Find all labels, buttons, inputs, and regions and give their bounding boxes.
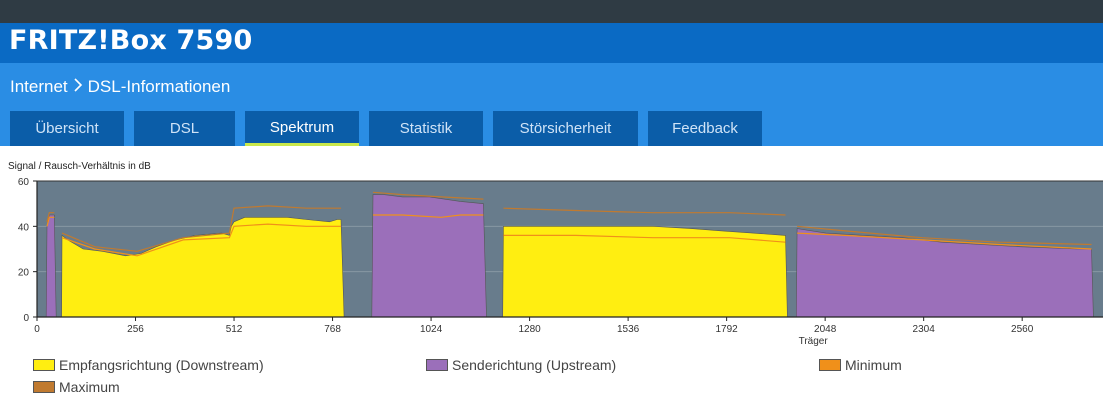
tab-stoersicherheit[interactable]: Störsicherheit [493,111,638,146]
x-tick-label: 0 [34,324,40,335]
min-max-lines [46,191,1092,257]
maximum-line [46,212,55,222]
x-axis-title: Träger [799,336,829,347]
minimum-line [46,216,55,227]
legend-label-upstream: Senderichtung (Upstream) [452,357,617,373]
top-bar [0,0,1103,23]
tab-dsl[interactable]: DSL [134,111,235,146]
x-tick-label: 512 [226,324,243,335]
x-tick-label: 1024 [420,324,443,335]
maximum-line [797,225,1092,246]
tab-uebersicht[interactable]: Übersicht [10,111,124,146]
legend-upstream: Senderichtung (Upstream) [426,357,616,373]
chevron-right-icon [74,77,83,97]
y-tick-label: 40 [18,222,30,233]
x-tick-label: 1280 [518,324,541,335]
product-title: FRITZ!Box 7590 [9,25,253,56]
legend-minimum: Minimum [819,357,902,373]
maximum-line [503,207,786,216]
minimum-line [61,223,341,257]
breadcrumb-page: DSL-Informationen [87,77,231,96]
y-tick-label: 20 [18,268,30,279]
series-area-upstream [371,194,487,318]
x-tick-label: 2048 [814,324,837,335]
series-area-upstream [45,214,57,318]
tab-statistik[interactable]: Statistik [369,111,483,146]
navigation-bar: Internet DSL-Informationen Übersicht DSL… [0,63,1103,146]
minimum-line [503,234,786,243]
x-tick-label: 1792 [716,324,739,335]
x-tick-label: 768 [324,324,341,335]
maximum-line [61,205,341,252]
legend-maximum: Maximum [33,379,120,395]
legend-label-maximum: Maximum [59,379,120,395]
x-tick-label: 2560 [1011,324,1034,335]
spectrum-chart-panel: Signal / Rausch-Verhältnis in dB 0 256 512… [0,146,1103,412]
y-axis-title: Signal / Rausch-Verhältnis in dB [8,161,151,172]
y-tick-label: 0 [23,313,29,324]
tab-spektrum[interactable]: Spektrum [245,111,359,146]
series-area-upstream [795,228,1094,318]
minimum-line [373,214,484,218]
legend-label-downstream: Empfangsrichtung (Downstream) [59,357,264,373]
x-tick-label: 1536 [617,324,640,335]
legend-label-minimum: Minimum [845,357,902,373]
series-area-downstream [502,226,788,318]
title-bar: FRITZ!Box 7590 [0,23,1103,63]
axes: 0 256 512 768 1024 1280 1536 1792 2048 2304 2560 0 2… [18,177,1103,335]
legend-swatch-maximum [33,381,55,393]
breadcrumb: Internet DSL-Informationen [10,77,230,97]
legend-swatch-minimum [819,359,841,371]
series-areas [45,194,1094,318]
legend-swatch-upstream [426,359,448,371]
tab-bar: Übersicht DSL Spektrum Statistik Störsic… [10,111,772,146]
tab-feedback[interactable]: Feedback [648,111,762,146]
y-tick-label: 60 [18,177,30,188]
minimum-line [797,232,1092,250]
spectrum-chart: 0 256 512 768 1024 1280 1536 1792 2048 2304 2560 0 2… [18,177,1103,347]
legend-swatch-downstream [33,359,55,371]
maximum-line [372,191,484,200]
series-area-downstream [61,217,345,318]
breadcrumb-section[interactable]: Internet [10,77,68,96]
x-tick-label: 256 [127,324,144,335]
x-tick-label: 2304 [913,324,936,335]
legend-downstream: Empfangsrichtung (Downstream) [33,357,264,373]
